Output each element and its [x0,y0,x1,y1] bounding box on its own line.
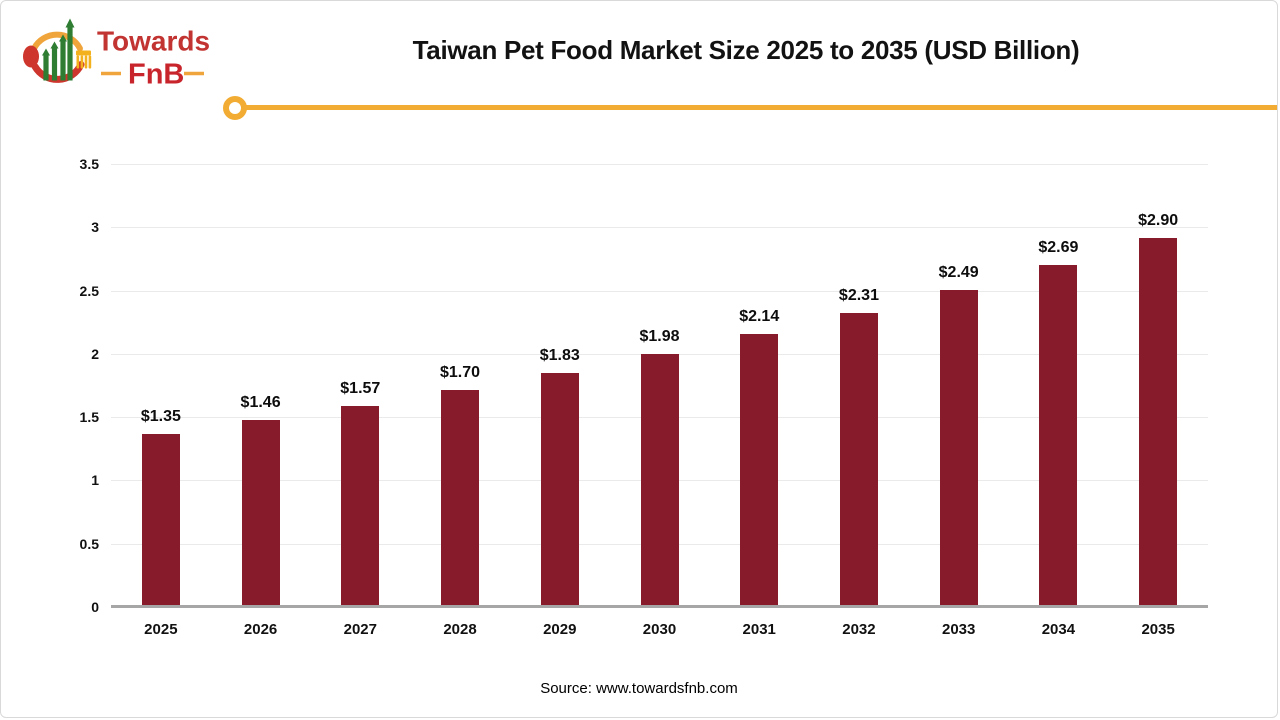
bar-value-label: $1.70 [440,363,481,381]
bar [141,434,180,605]
logo-brand-line1: Towards [97,26,210,57]
x-axis-tick-label: 2025 [144,621,178,638]
x-axis-tick-label: 2029 [543,621,577,638]
x-axis-tick-label: 2031 [742,621,776,638]
bar [1139,237,1178,605]
bar [939,289,978,605]
logo-wordmark: Towards FnB [97,26,210,91]
bar [640,354,679,605]
bar [540,373,579,605]
accent-divider-ring [223,96,247,120]
bar-value-label: $1.57 [340,380,381,398]
y-axis-tick-label: 2.5 [79,282,99,299]
spoon-icon [23,45,39,68]
y-axis-tick-label: 2 [91,345,99,362]
chart-bars-icon [42,18,75,81]
plot-area: 0 0.5 1 1.5 2 2.5 3 3.5 $1.35 2025 $1.46 2026 $1.57 2… [80,156,1208,638]
x-axis-tick-label: 2030 [642,621,677,638]
x-axis-tick-label: 2027 [343,621,377,638]
accent-divider-line [234,105,1277,110]
source-text: Source: www.towardsfnb.com [540,680,738,697]
x-axis-tick-label: 2034 [1041,621,1076,638]
bar [241,420,280,605]
bar-value-label: $1.83 [539,347,580,365]
logo-arc-yellow [31,31,83,52]
bar [740,334,779,605]
x-axis-tick-label: 2035 [1141,621,1175,638]
bar-value-label: $1.35 [140,408,181,426]
y-axis-tick-label: 3.5 [79,156,99,172]
bar-value-label: $2.31 [838,286,879,304]
bar-value-label: $2.14 [739,308,780,326]
chart-title: Taiwan Pet Food Market Size 2025 to 2035… [412,35,1080,65]
x-axis-tick-label: 2032 [842,621,876,638]
grid-line [111,353,1208,355]
x-axis-line [111,605,1208,608]
x-axis-tick-label: 2033 [941,621,976,638]
bar-value-label: $2.69 [1038,238,1079,256]
logo-brand-line2: FnB [128,59,184,91]
bar [341,406,380,605]
grid-line [111,227,1208,229]
fork-icon [76,50,92,69]
x-axis-tick-label: 2026 [243,621,278,638]
x-axis-tick-label: 2028 [443,621,477,638]
y-axis-tick-label: 0 [91,599,99,615]
y-axis-tick-label: 0.5 [79,535,99,552]
bar-value-label: $1.98 [639,328,680,346]
y-axis-tick-label: 3 [91,219,99,236]
bar-value-label: $2.90 [1138,211,1179,229]
bar [1039,264,1078,605]
logo-icon [23,18,92,83]
logo-arc-red [31,61,85,83]
y-axis-tick-label: 1.5 [79,409,99,426]
bar-value-label: $2.49 [938,263,979,281]
grid-line [111,290,1208,292]
bar [441,389,480,605]
grid-line [111,164,1208,165]
y-axis-tick-label: 1 [91,472,99,489]
towards-fnb-logo: Towards FnB [23,18,210,91]
bar-value-label: $1.46 [240,394,281,412]
bar [839,312,878,605]
